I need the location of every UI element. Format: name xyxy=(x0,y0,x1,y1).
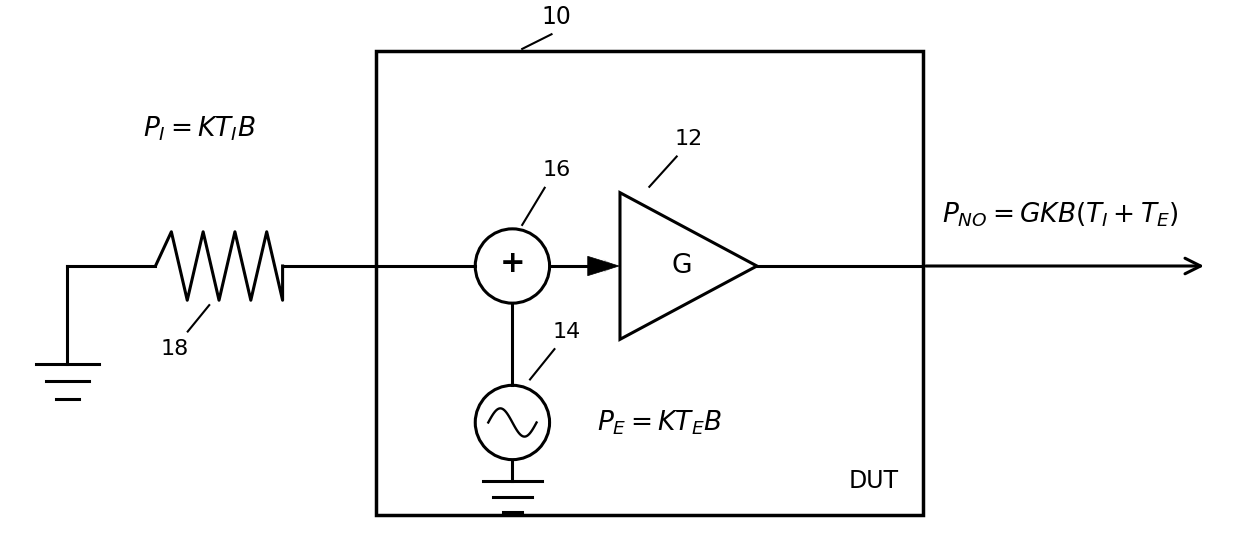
Text: +: + xyxy=(499,249,525,278)
Text: 18: 18 xyxy=(161,339,190,359)
Bar xyxy=(375,51,923,515)
Polygon shape xyxy=(587,256,620,276)
Text: $P_E = KT_EB$: $P_E = KT_EB$ xyxy=(597,408,721,437)
Text: $P_{NO} = GKB(T_I+T_E)$: $P_{NO} = GKB(T_I+T_E)$ xyxy=(942,201,1178,229)
Text: 16: 16 xyxy=(543,160,570,180)
Text: 12: 12 xyxy=(674,129,703,149)
Text: 10: 10 xyxy=(541,6,571,29)
Text: $P_I = KT_IB$: $P_I = KT_IB$ xyxy=(144,115,255,143)
Text: 14: 14 xyxy=(553,322,580,342)
Text: DUT: DUT xyxy=(849,469,898,493)
Text: G: G xyxy=(672,253,691,279)
